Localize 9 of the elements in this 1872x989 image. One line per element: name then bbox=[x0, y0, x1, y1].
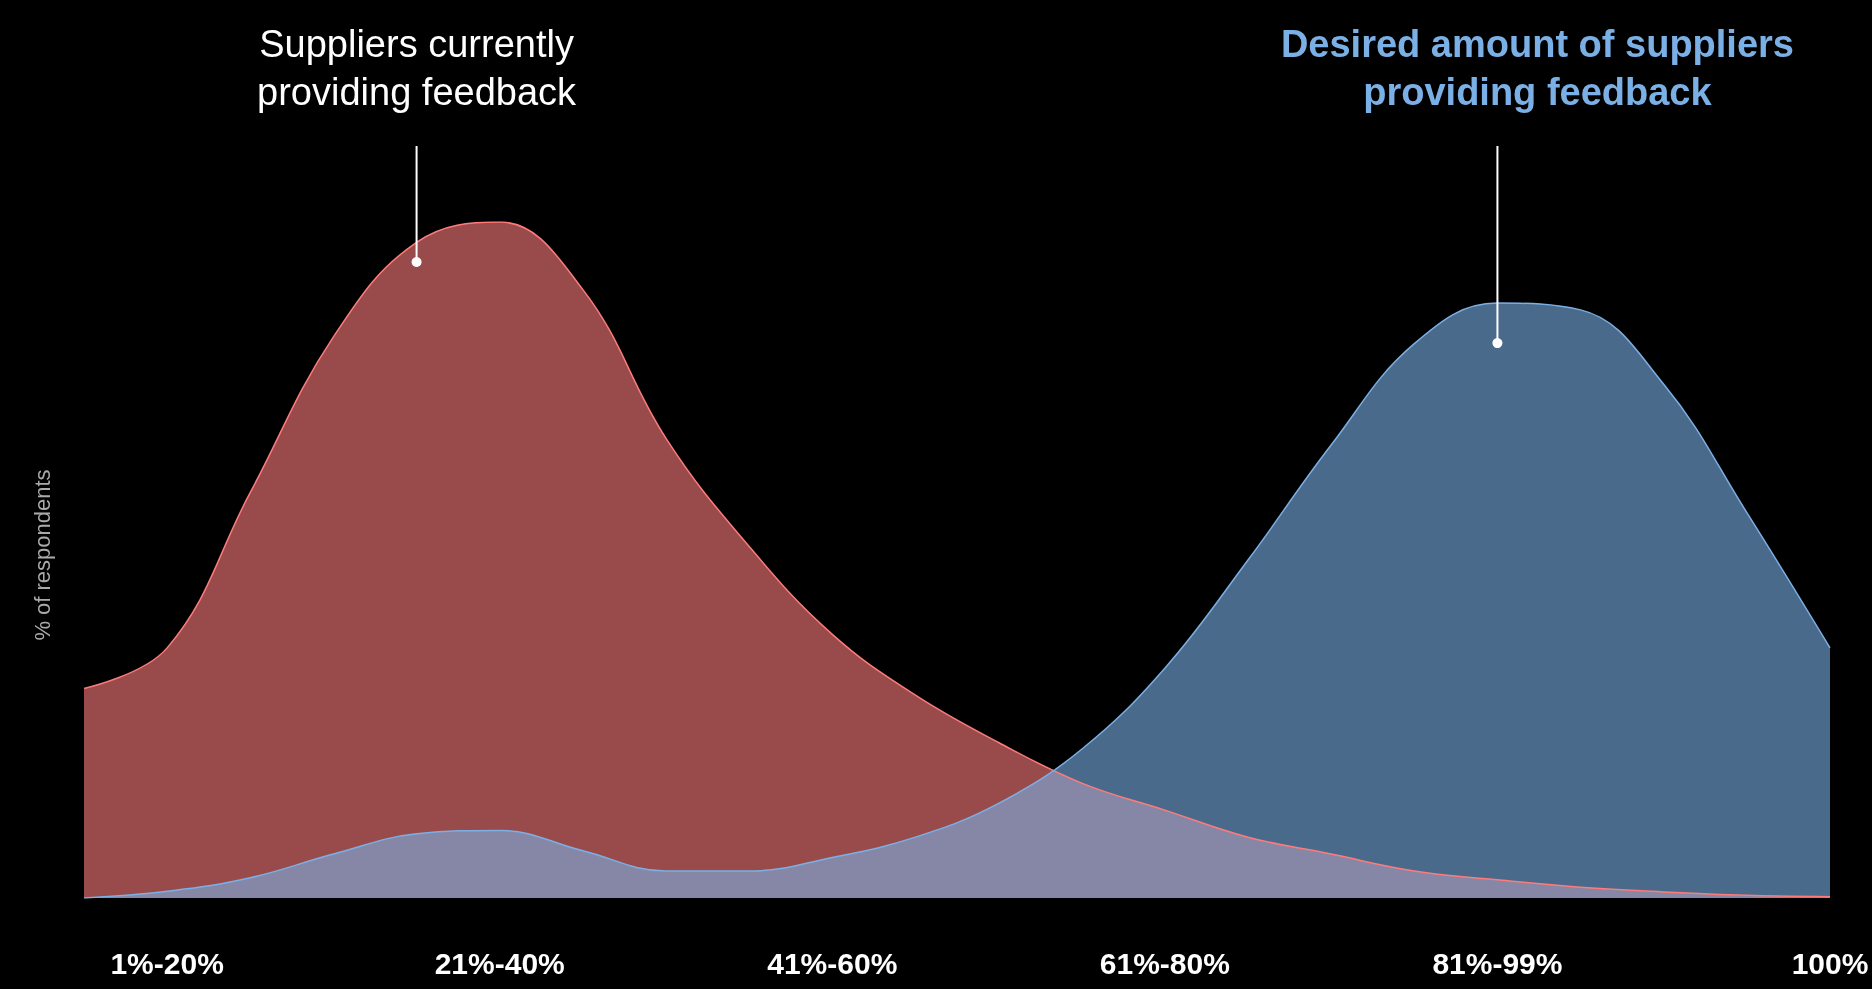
text: Desired amount of suppliers providing feedback bbox=[1280, 23, 1794, 113]
text: Suppliers currently providing feedback bbox=[257, 23, 578, 113]
x-tick-label: 61%-80% bbox=[1099, 946, 1230, 980]
x-tick-label: 41%-60% bbox=[767, 946, 898, 980]
x-tick-label: 21%-40% bbox=[434, 946, 565, 980]
x-tick-label: 81%-99% bbox=[1432, 946, 1563, 980]
x-tick-label: 100% bbox=[1791, 946, 1869, 980]
y-axis-title: % of respondents bbox=[29, 469, 55, 641]
x-tick-label: 1%-20% bbox=[110, 946, 224, 980]
